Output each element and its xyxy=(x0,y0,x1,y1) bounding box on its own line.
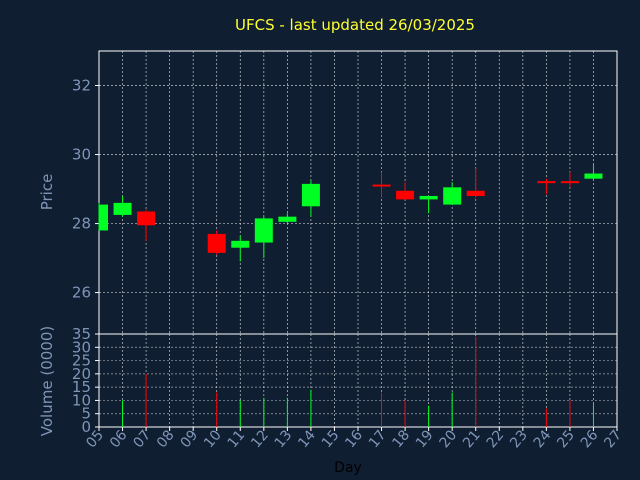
price-tick-label: 32 xyxy=(72,77,91,95)
x-tick-label: 25 xyxy=(554,427,578,451)
volume-tick-label: 15 xyxy=(72,378,91,396)
x-tick-label: 22 xyxy=(484,427,508,451)
x-tick-label: 16 xyxy=(342,427,366,451)
volume-tick-label: 5 xyxy=(81,405,91,423)
candle-body xyxy=(560,181,579,184)
x-tick-label: 07 xyxy=(130,427,154,451)
volume-tick-label: 30 xyxy=(72,338,91,356)
candle-body xyxy=(584,173,603,179)
x-tick-label: 14 xyxy=(295,427,319,451)
candle-body xyxy=(372,184,391,187)
candle-body xyxy=(396,190,415,200)
volume-tick-label: 10 xyxy=(72,391,91,409)
x-tick-label: 27 xyxy=(601,427,625,451)
x-tick-label: 21 xyxy=(460,427,484,451)
price-tick-label: 26 xyxy=(72,284,91,302)
x-tick-label: 20 xyxy=(437,427,461,451)
x-tick-label: 06 xyxy=(107,427,131,451)
volume-tick-label: 20 xyxy=(72,365,91,383)
volume-tick-label: 0 xyxy=(81,418,91,436)
x-tick-label: 09 xyxy=(178,427,202,451)
x-tick-label: 15 xyxy=(319,427,343,451)
candle-body xyxy=(419,195,438,200)
volume-tick-label: 35 xyxy=(72,325,91,343)
price-tick-label: 28 xyxy=(72,215,91,233)
x-tick-label: 08 xyxy=(154,427,178,451)
candle-body xyxy=(278,216,297,222)
volume-axis-label: Volume (0000) xyxy=(38,326,56,436)
candle-body xyxy=(207,233,226,253)
candle-body xyxy=(99,204,108,231)
volume-tick-label: 25 xyxy=(72,352,91,370)
x-tick-label: 12 xyxy=(248,427,272,451)
x-tick-label: 10 xyxy=(201,427,225,451)
x-tick-label: 26 xyxy=(578,427,602,451)
candle-body xyxy=(113,202,132,215)
candle-body xyxy=(254,218,273,243)
candle-body xyxy=(466,190,485,196)
x-axis-label: Day xyxy=(334,460,362,476)
candle-body xyxy=(537,181,556,184)
volume-panel-frame xyxy=(98,333,618,428)
chart-title: UFCS - last updated 26/03/2025 xyxy=(235,16,475,34)
x-tick-label: 24 xyxy=(531,427,555,451)
price-tick-label: 30 xyxy=(72,146,91,164)
x-tick-label: 18 xyxy=(389,427,413,451)
x-tick-label: 23 xyxy=(507,427,531,451)
candle-body xyxy=(231,240,250,248)
x-tick-label: 19 xyxy=(413,427,437,451)
x-tick-label: 17 xyxy=(366,427,390,451)
x-tick-label: 13 xyxy=(272,427,296,451)
price-axis-label: Price xyxy=(38,174,56,211)
candle-body xyxy=(137,211,156,226)
candle-body xyxy=(301,183,320,207)
candle-body xyxy=(443,187,462,205)
x-tick-label: 11 xyxy=(225,427,249,451)
